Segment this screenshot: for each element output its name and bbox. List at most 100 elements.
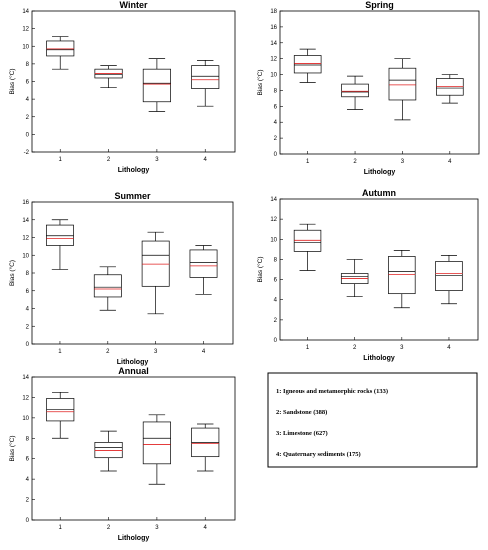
y-tick-label: 14 [22,9,29,15]
box-4 [435,255,463,305]
x-axis-label: Lithology [117,359,149,366]
x-tick-label: 3 [154,349,158,355]
y-tick-label: 2 [26,324,30,330]
legend: 1: Igneous and metamorphic rocks (133) 2… [267,372,478,468]
y-tick-label: 10 [270,73,277,79]
y-tick-label: 6 [26,457,30,463]
plot-frame [31,376,236,521]
y-tick-label: 0 [26,518,30,524]
y-tick-label: 12 [22,395,29,401]
x-tick-label: 1 [306,159,310,165]
y-tick-label: 12 [22,27,29,33]
y-axis-label: Bias (°C) [256,69,264,95]
y-tick-label: 16 [22,200,29,206]
box-iqr [341,83,369,98]
y-tick-label: 14 [270,197,277,203]
box-iqr [293,55,322,74]
y-tick-label: 6 [274,104,278,110]
x-tick-label: 2 [106,349,110,355]
y-tick-label: 4 [26,97,30,103]
legend-frame [267,372,478,468]
y-axis-label: Bias (°C) [8,435,16,461]
legend-entry-4: 4: Quaternary sediments (175) [276,451,361,458]
box-4 [191,423,220,472]
x-tick-label: 2 [107,157,111,163]
x-tick-label: 2 [353,159,357,165]
x-tick-label: 3 [155,525,159,531]
box-1 [46,36,75,70]
box-2 [341,75,369,110]
y-tick-label: 10 [270,237,277,243]
y-axis-label: Bias (°C) [8,68,16,94]
box-iqr [142,421,171,465]
legend-entry-2: 2: Sandstone (388) [276,409,327,416]
x-tick-label: 4 [204,525,208,531]
y-tick-label: 18 [270,9,277,15]
x-axis-label: Lithology [364,169,396,176]
chart-title: Annual [118,366,149,376]
box-4 [436,74,464,104]
x-tick-label: 1 [59,157,63,163]
x-tick-label: 4 [448,159,452,165]
box-2 [340,259,369,298]
box-1 [293,48,322,83]
box-3 [141,231,170,315]
y-tick-label: 2 [274,136,278,142]
y-tick-label: 14 [22,375,29,381]
plot-frame [279,198,479,341]
y-tick-label: 2 [26,115,30,121]
x-axis-label: Lithology [118,535,150,542]
box-3 [142,414,171,485]
box-3 [388,250,416,309]
box-iqr [94,442,123,459]
y-tick-label: 0 [274,338,278,344]
y-tick-label: 16 [270,25,277,31]
x-tick-label: 2 [107,525,111,531]
y-tick-label: 0 [26,342,30,348]
legend-entry-1: 1: Igneous and metamorphic rocks (133) [276,388,388,395]
plot-frame [279,10,480,155]
x-tick-label: 4 [204,157,208,163]
box-iqr [435,261,463,292]
box-iqr [189,249,218,278]
x-tick-label: 4 [447,345,451,351]
y-tick-label: 0 [274,152,278,158]
box-iqr [141,240,170,287]
box-1 [293,223,322,271]
x-axis-label: Lithology [118,167,150,174]
chart-title: Winter [120,0,148,10]
y-tick-label: 2 [274,318,278,324]
box-iqr [293,229,322,252]
box-1 [46,391,75,439]
box-2 [94,430,123,472]
y-tick-label: 6 [26,289,30,295]
y-tick-label: 6 [274,278,278,284]
legend-entry-3: 3: Limestone (627) [276,430,328,437]
box-3 [142,58,171,112]
y-axis-label: Bias (°C) [256,256,264,282]
box-2 [93,266,122,311]
box-iqr [93,274,122,298]
y-tick-label: 2 [26,498,30,504]
x-tick-label: 3 [401,159,405,165]
y-tick-label: 10 [22,44,29,50]
box-iqr [46,40,75,57]
x-tick-label: 3 [400,345,404,351]
y-tick-label: 12 [270,217,277,223]
y-tick-label: 12 [270,57,277,63]
chart-title: Autumn [362,188,396,198]
y-tick-label: 8 [26,62,30,68]
x-tick-label: 1 [58,349,62,355]
box-4 [191,59,220,107]
x-axis-label: Lithology [363,355,395,362]
box-iqr [46,224,74,246]
y-tick-label: 4 [274,120,278,126]
box-3 [388,58,417,121]
box-2 [94,65,123,89]
y-tick-label: 6 [26,80,30,86]
